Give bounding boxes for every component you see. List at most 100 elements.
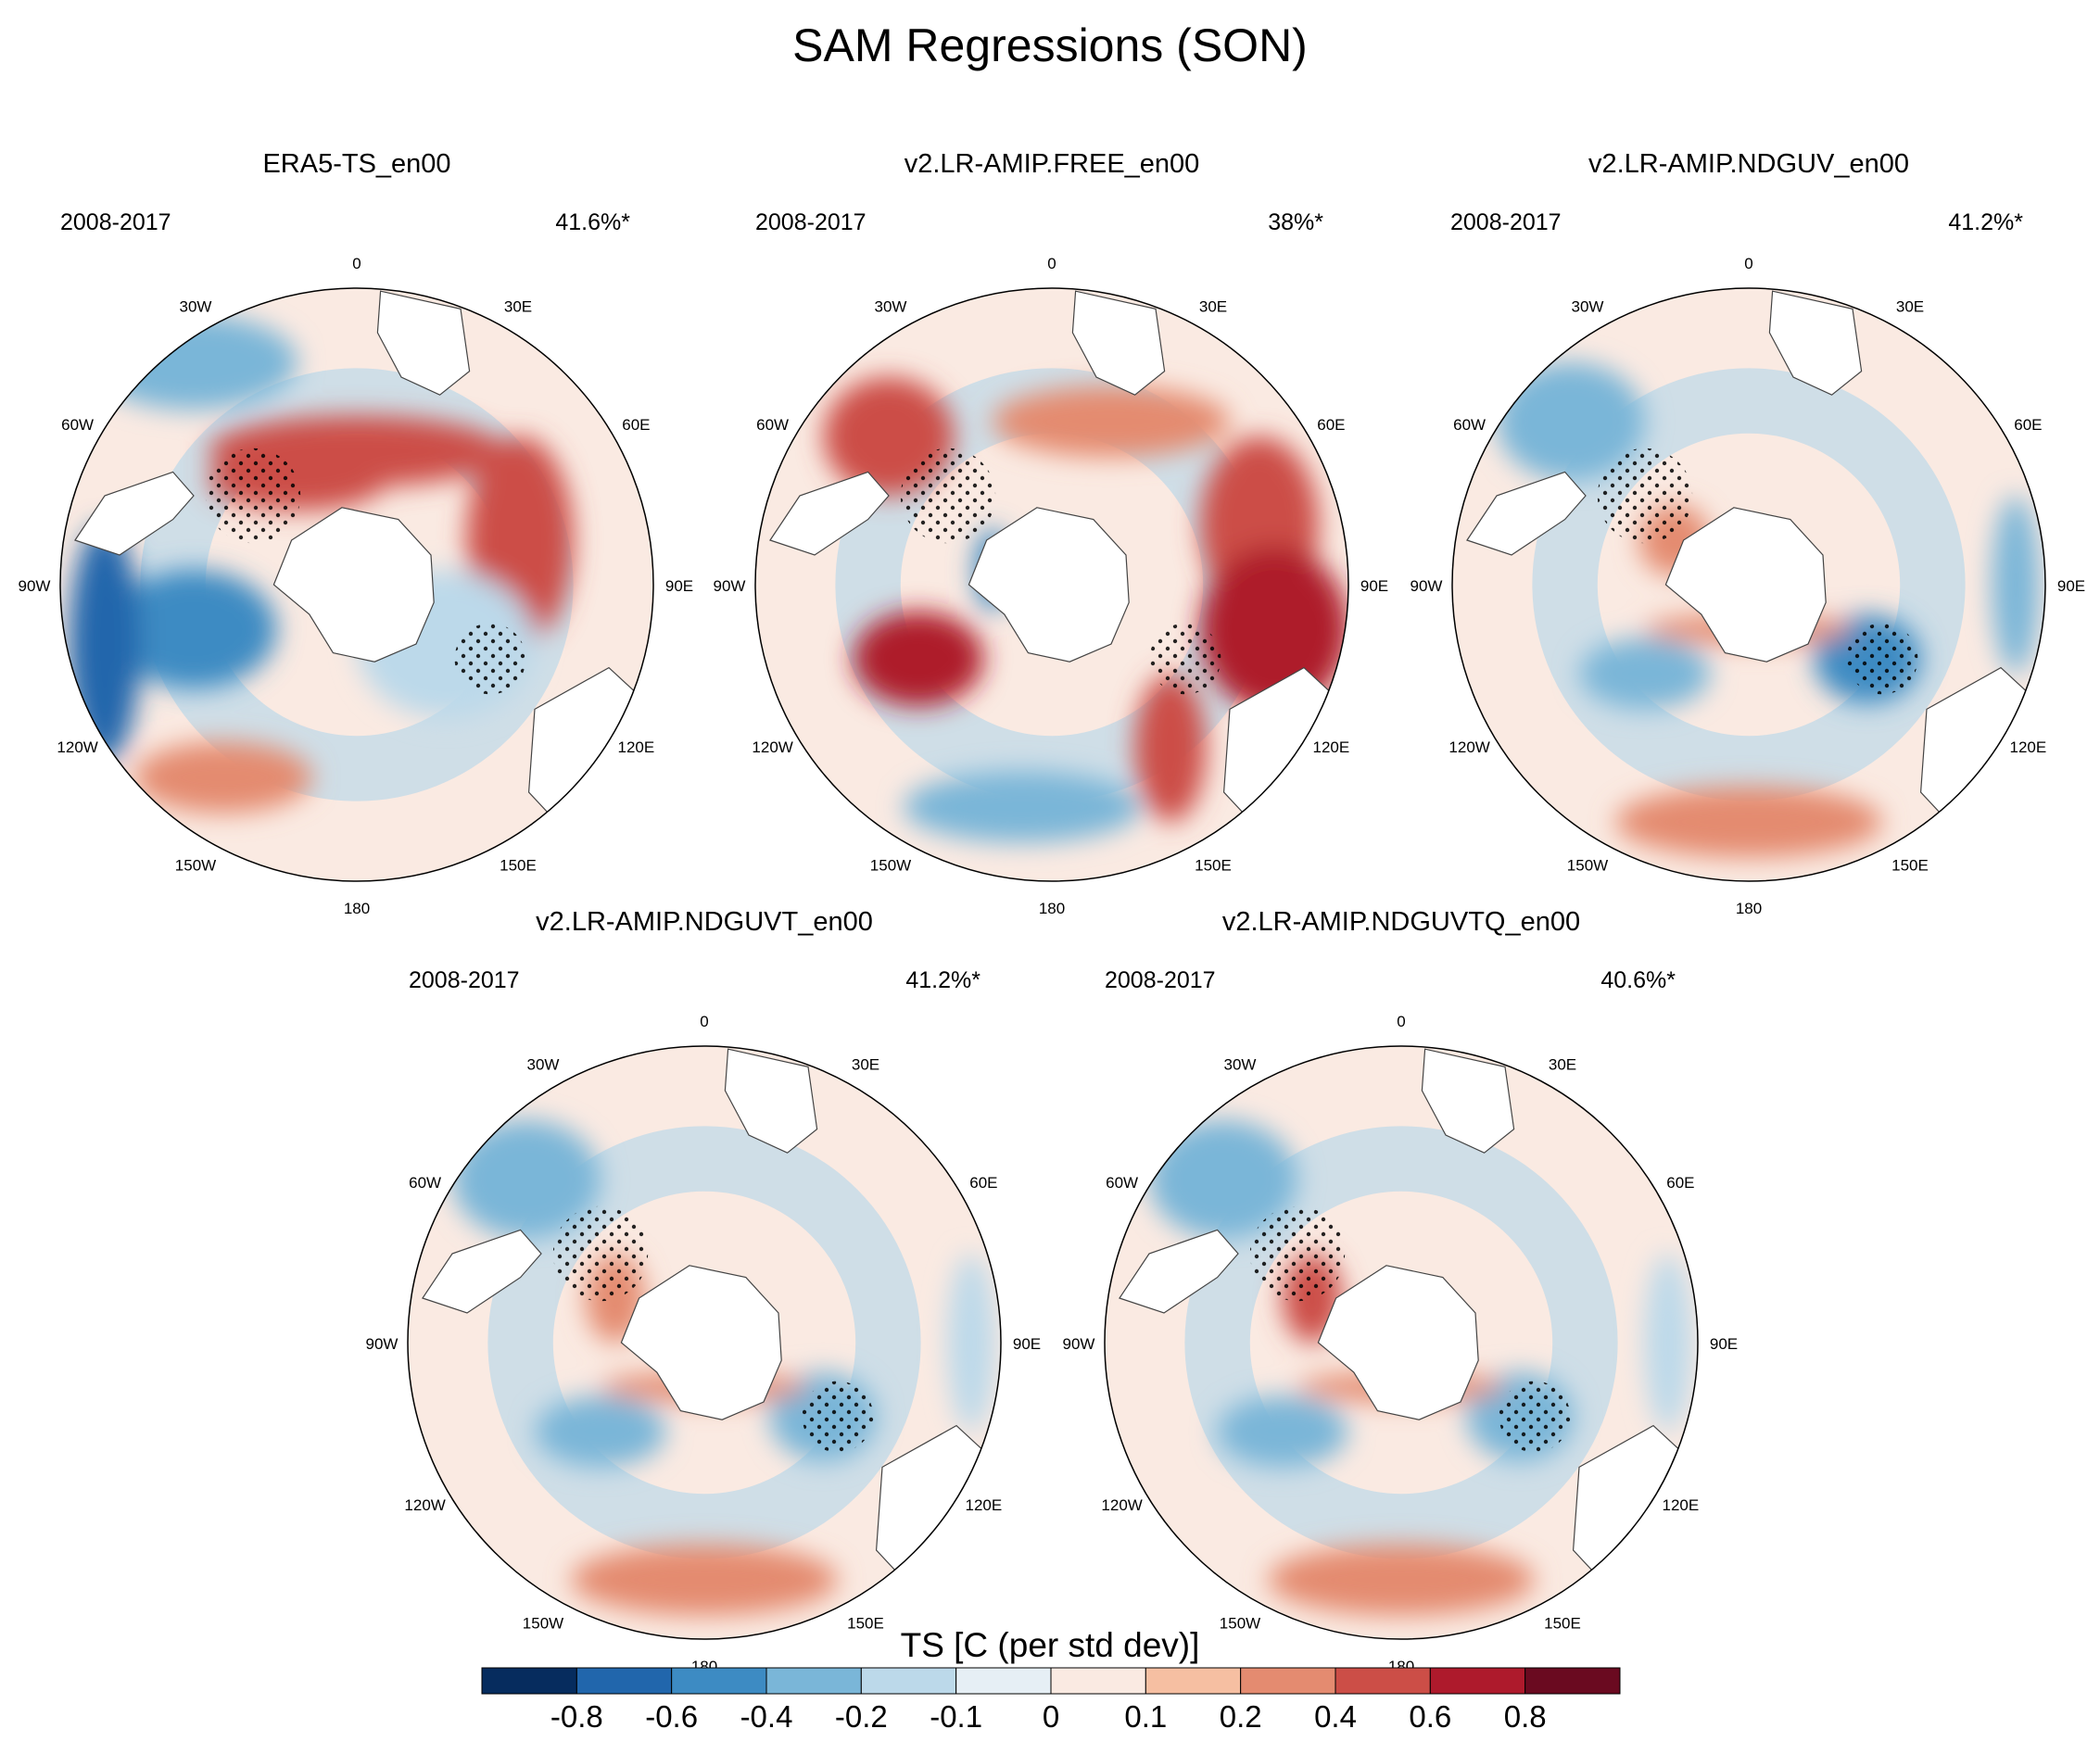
map-border (1104, 1045, 1699, 1640)
lon-tick-label: 30W (180, 298, 212, 316)
ring-anomaly (1184, 1126, 1618, 1559)
lon-tick-label: 120E (1663, 1496, 1700, 1514)
anomaly-blob (571, 1544, 838, 1616)
lon-tick-label: 90W (366, 1335, 398, 1353)
anomaly-blob (69, 525, 141, 763)
ring-anomaly (1532, 368, 1966, 801)
map-field (1105, 1046, 1698, 1639)
significance-stipple (1149, 623, 1221, 695)
continent-samerica (769, 471, 890, 556)
significance-stipple (1249, 1205, 1346, 1302)
lon-tick-label: 150E (500, 856, 537, 874)
colorbar-tick-label: 0.1 (1124, 1699, 1167, 1734)
significance-stipple (1499, 1381, 1571, 1453)
lon-tick-label: 150W (1220, 1614, 1260, 1632)
significance-stipple (802, 1381, 874, 1453)
lon-tick-label: 30W (1572, 298, 1604, 316)
lon-tick-label: 60E (2014, 416, 2042, 434)
lon-tick-label: 60E (1666, 1174, 1694, 1192)
colorbar-box (1240, 1667, 1336, 1695)
figure-title: SAM Regressions (SON) (792, 19, 1308, 71)
anomaly-blob (853, 611, 984, 707)
lon-tick-label: 150E (1195, 856, 1232, 874)
map-field (755, 288, 1348, 881)
panel-title: v2.LR-AMIP.NDGUV_en00 (1588, 149, 1909, 179)
colorbar-box (671, 1667, 767, 1695)
lon-tick-label: 90W (1063, 1335, 1095, 1353)
lon-tick-label: 60E (969, 1174, 997, 1192)
lon-tick-label: 60W (1453, 416, 1486, 434)
variance-explained: 41.2%* (1948, 209, 2023, 235)
continent-africa (724, 1048, 818, 1154)
panel-2: v2.LR-AMIP.FREE_en00 2008-2017 38%* 0 30E… (714, 149, 1389, 917)
lon-tick-label: 90E (1360, 577, 1388, 595)
variance-explained: 40.6%* (1600, 967, 1676, 993)
lon-tick-label: 60W (61, 416, 94, 434)
continent-africa (376, 290, 471, 396)
colorbar-box (1335, 1667, 1431, 1695)
lon-tick-label: 150W (175, 856, 216, 874)
panel-title: ERA5-TS_en00 (262, 149, 450, 179)
anomaly-blob (452, 1120, 601, 1239)
colorbar-box (1050, 1667, 1146, 1695)
significance-stipple (900, 448, 996, 544)
anomaly-blob (1134, 674, 1207, 822)
lon-tick-label: 60W (756, 416, 789, 434)
significance-stipple (552, 1205, 649, 1302)
lon-tick-label: 120W (1448, 738, 1489, 756)
anomaly-blob (134, 741, 312, 814)
variance-explained: 41.2%* (905, 967, 980, 993)
anomaly-blobs (823, 377, 1348, 843)
lon-tick-label: 150E (1891, 856, 1929, 874)
anomaly-blob (1615, 786, 1882, 858)
lon-tick-label: 30E (1549, 1056, 1576, 1074)
colorbar-label: TS [C (per std dev)] (901, 1626, 1200, 1664)
lon-tick-label: 180 (1736, 900, 1762, 917)
map-field (1452, 288, 2045, 881)
lon-tick-label: 90E (1013, 1335, 1041, 1353)
continent-antarctica (1317, 1265, 1479, 1420)
anomaly-blob (1217, 1395, 1348, 1468)
lon-tick-label: 30E (1199, 298, 1227, 316)
continent-antarctica (272, 507, 435, 662)
map-field (408, 1046, 1001, 1639)
lon-tick-label: 120W (57, 738, 97, 756)
colorbar-tick-label: 0.8 (1504, 1699, 1547, 1734)
variance-explained: 41.6%* (555, 209, 630, 235)
anomaly-blob (535, 1395, 666, 1468)
anomaly-blob (947, 1254, 995, 1432)
anomaly-blob (110, 570, 277, 688)
lon-tick-label: 60W (409, 1174, 441, 1192)
anomaly-blob (904, 771, 1141, 843)
lon-tick-label: 150W (870, 856, 911, 874)
period-label: 2008-2017 (60, 209, 171, 235)
lon-tick-label: 30E (504, 298, 532, 316)
colorbar-box (765, 1667, 862, 1695)
lon-tick-label: 120W (1101, 1496, 1142, 1514)
colorbar-tick-label: -0.4 (740, 1699, 793, 1734)
colorbar-box (860, 1667, 957, 1695)
continent-antarctica (620, 1265, 782, 1420)
anomaly-blob (1268, 1544, 1535, 1616)
continent-samerica (422, 1229, 542, 1314)
colorbar-tick-label: -0.2 (835, 1699, 888, 1734)
continent-samerica (1466, 471, 1587, 556)
lon-tick-label: 150E (1544, 1614, 1581, 1632)
continent-antarctica (1664, 507, 1827, 662)
continent-samerica (74, 471, 195, 556)
colorbar-boxes (481, 1667, 1621, 1695)
colorbar-box (481, 1667, 577, 1695)
colorbar-tick-label: 0.4 (1314, 1699, 1357, 1734)
map-field (60, 288, 653, 881)
period-label: 2008-2017 (1450, 209, 1562, 235)
lon-tick-label: 90E (1710, 1335, 1738, 1353)
lon-tick-label: 120W (752, 738, 792, 756)
significance-stipple (1846, 623, 1918, 695)
lon-tick-label: 180 (1039, 900, 1065, 917)
